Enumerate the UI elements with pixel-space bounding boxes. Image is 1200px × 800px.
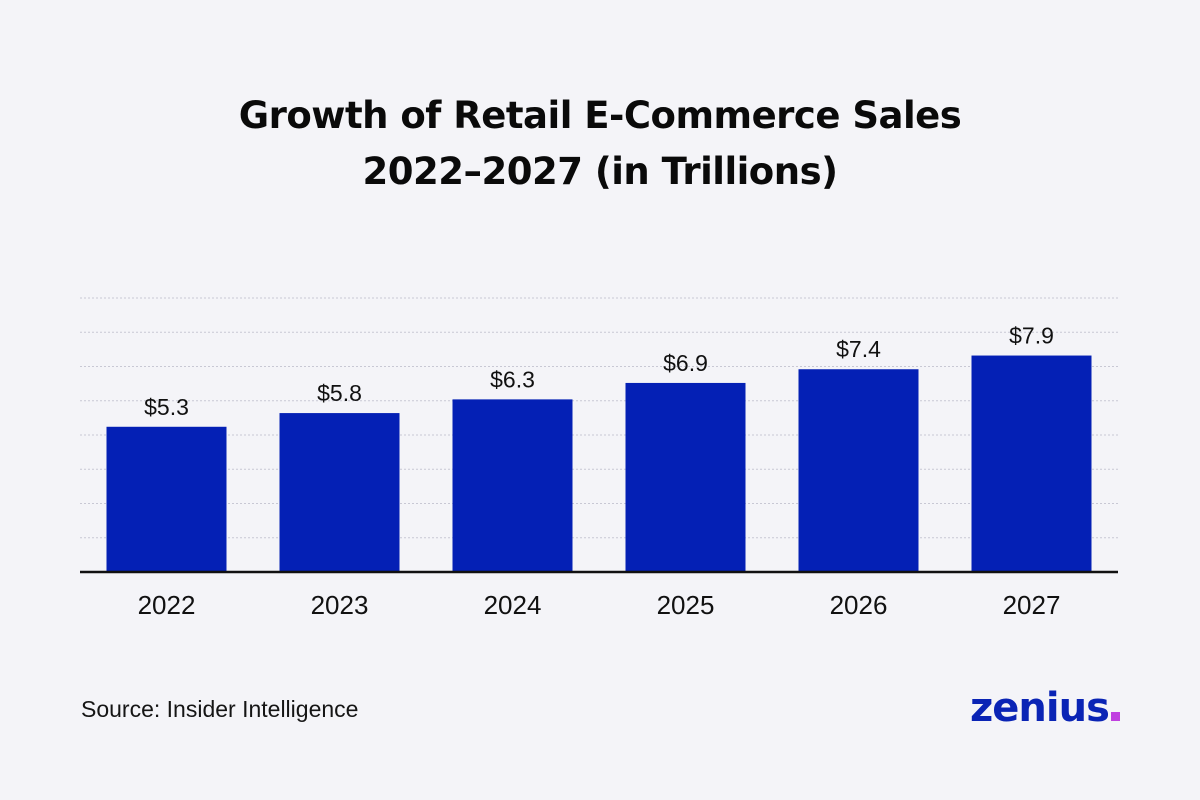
chart-title-line2: 2022–2027 (in Trillions) bbox=[362, 150, 839, 193]
x-tick-label-2026: 2026 bbox=[830, 590, 888, 620]
source-note: Source: Insider Intelligence bbox=[81, 696, 359, 722]
data-labels: $5.3 $5.8 $6.3 $6.9 $7.4 $7.9 bbox=[144, 323, 1054, 420]
zenius-logo: zenius bbox=[970, 684, 1120, 732]
chart-title: Growth of Retail E-Commerce Sales 2022–2… bbox=[0, 88, 1200, 200]
bar-2025 bbox=[625, 382, 746, 572]
bar-2027 bbox=[971, 355, 1092, 572]
x-tick-label-2024: 2024 bbox=[484, 590, 542, 620]
bars bbox=[106, 355, 1092, 572]
bar-2026 bbox=[798, 369, 919, 572]
data-label-2023: $5.8 bbox=[317, 380, 362, 406]
x-tick-label-2025: 2025 bbox=[657, 590, 715, 620]
data-label-2024: $6.3 bbox=[490, 366, 535, 392]
logo-dot-icon bbox=[1110, 712, 1120, 721]
data-label-2027: $7.9 bbox=[1009, 323, 1054, 349]
bar-2022 bbox=[106, 426, 227, 572]
x-tick-label-2023: 2023 bbox=[311, 590, 369, 620]
bar-2024 bbox=[452, 399, 573, 572]
x-tick-labels: 2022 2023 2024 2025 2026 2027 bbox=[138, 590, 1061, 620]
data-label-2026: $7.4 bbox=[836, 336, 881, 362]
x-tick-label-2027: 2027 bbox=[1003, 590, 1061, 620]
x-tick-label-2022: 2022 bbox=[138, 590, 196, 620]
chart-title-line1: Growth of Retail E-Commerce Sales bbox=[238, 94, 962, 137]
logo-text: zenius bbox=[970, 685, 1110, 731]
data-label-2022: $5.3 bbox=[144, 394, 189, 420]
bar-2023 bbox=[279, 413, 400, 572]
gridlines bbox=[80, 297, 1118, 539]
data-label-2025: $6.9 bbox=[663, 350, 708, 376]
